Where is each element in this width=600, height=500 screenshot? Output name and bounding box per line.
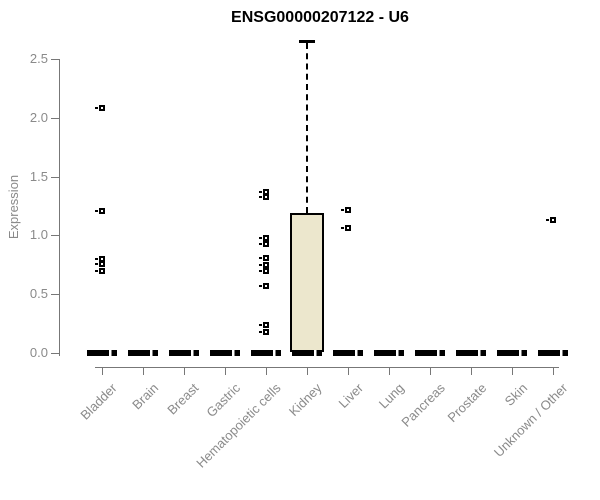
outlier-point [263,255,269,261]
x-axis-tick [307,367,308,375]
outlier-point-dash [341,209,344,211]
x-axis-tick [143,367,144,375]
outlier-point [263,235,269,241]
outlier-point-dash [341,227,344,229]
outlier-point-dash [259,243,262,245]
outlier-point [263,241,269,247]
outlier-point-dash [259,285,262,287]
category-label: Breast [164,380,202,418]
outlier-point [263,329,269,335]
y-tick-label: 1.0 [29,227,48,242]
zero-median-bar [538,350,568,356]
zero-median-bar [128,350,158,356]
outlier-point-dash [95,258,98,260]
y-axis-tick [51,177,59,178]
category-label: Skin [501,380,530,409]
category-label: Lung [375,380,407,412]
outlier-point [263,194,269,200]
outlier-point [263,262,269,268]
outlier-point-dash [259,331,262,333]
outlier-point-dash [259,257,262,259]
outlier-point [263,268,269,274]
outlier-point-dash [95,210,98,212]
upper-whisker [306,43,308,213]
zero-median-bar [333,350,363,356]
outlier-point-dash [259,191,262,193]
y-axis-line [59,59,60,356]
category-label: Bladder [77,380,120,423]
y-tick-label: 2.0 [29,110,48,125]
category-label: Prostate [444,380,489,426]
x-axis-tick [389,367,390,375]
outlier-point [263,322,269,328]
category-label: Liver [335,380,366,411]
zero-median-bar [169,350,199,356]
x-axis-tick [512,367,513,375]
category-label: Pancreas [398,380,448,430]
outlier-point-dash [95,270,98,272]
zero-median-bar [415,350,445,356]
x-axis-tick [266,367,267,375]
chart-title: ENSG00000207122 - U6 [231,9,409,26]
zero-median-bar [497,350,527,356]
outlier-point [99,105,105,111]
box-kidney [290,213,324,352]
x-axis-tick [471,367,472,375]
y-tick-label: 0.5 [29,286,48,301]
outlier-point [550,217,556,223]
y-axis-tick [51,59,59,60]
y-axis-tick [51,353,59,354]
x-axis-line [95,367,559,368]
outlier-point-dash [259,237,262,239]
x-axis-tick [553,367,554,375]
outlier-point [99,261,105,267]
outlier-point [345,225,351,231]
zero-median-bar [87,350,117,356]
outlier-point-dash [546,219,549,221]
category-label: Gastric [203,380,243,421]
y-tick-label: 0.0 [29,345,48,360]
outlier-point [345,207,351,213]
outlier-point-dash [259,264,262,266]
y-tick-label: 2.5 [29,51,48,66]
outlier-point-dash [95,263,98,265]
outlier-point [99,208,105,214]
outlier-point-dash [259,196,262,198]
x-axis-tick [184,367,185,375]
zero-median-bar [251,350,281,356]
outlier-point-dash [95,107,98,109]
x-axis-tick [430,367,431,375]
zero-median-bar [374,350,404,356]
outlier-point [263,283,269,289]
y-axis-tick [51,235,59,236]
x-axis-tick [225,367,226,375]
y-axis-tick [51,118,59,119]
zero-median-bar [456,350,486,356]
y-tick-label: 1.5 [29,169,48,184]
outlier-point-dash [259,270,262,272]
y-axis-tick [51,294,59,295]
zero-median-bar [292,350,322,356]
category-label: Brain [128,380,161,413]
x-axis-tick [102,367,103,375]
outlier-point-dash [259,324,262,326]
zero-median-bar [210,350,240,356]
whisker-cap [299,40,315,43]
outlier-point [99,268,105,274]
category-label: Unknown / Other [491,380,571,460]
category-label: Kidney [286,380,325,420]
x-axis-tick [348,367,349,375]
